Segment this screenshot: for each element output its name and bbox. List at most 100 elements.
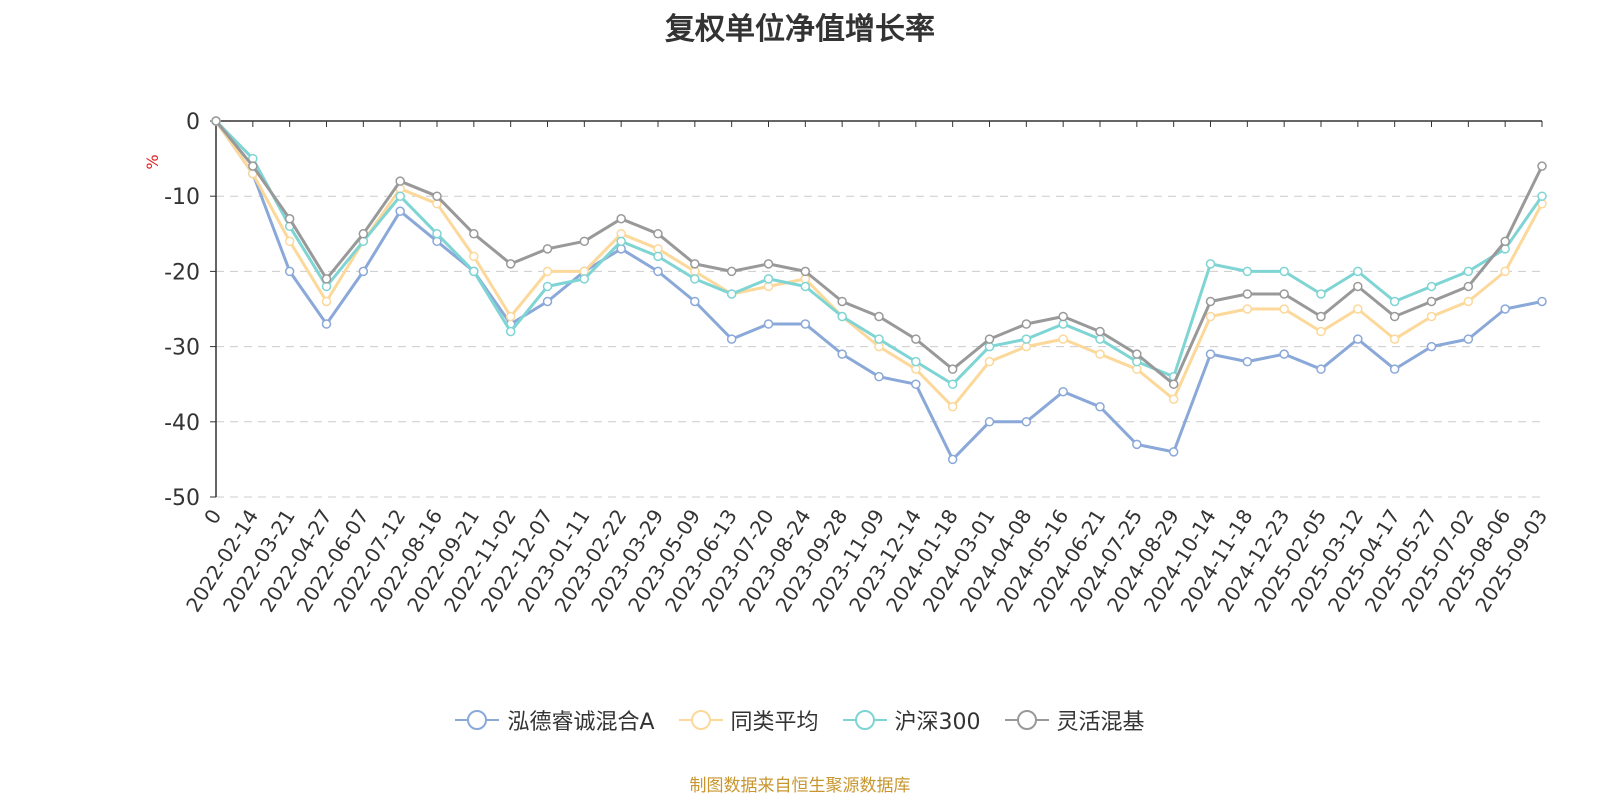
series-3-point xyxy=(1058,311,1068,322)
series-0-point xyxy=(911,379,921,389)
y-tick-label: -40 xyxy=(164,411,200,436)
series-0-point xyxy=(947,454,958,465)
legend-marker-icon xyxy=(678,710,723,730)
series-0-point xyxy=(1353,334,1363,344)
y-tick-label: -30 xyxy=(164,336,200,361)
series-0-point xyxy=(1168,447,1179,457)
series-3-point xyxy=(284,214,295,224)
series-0-point xyxy=(358,266,369,277)
y-tick-label: -20 xyxy=(164,260,200,285)
series-1-point xyxy=(1058,334,1068,344)
chart-title: 复权单位净值增长率 xyxy=(665,12,935,47)
y-axis-label: % xyxy=(143,154,162,169)
series-0-point xyxy=(726,334,737,344)
series-3-point xyxy=(1463,281,1474,292)
series-3-point xyxy=(248,161,258,171)
series-2-point xyxy=(505,326,516,337)
series-3-point xyxy=(579,236,590,247)
series-1-point xyxy=(1426,311,1437,322)
series-3-point xyxy=(1316,311,1326,322)
legend-label: 同类平均 xyxy=(730,710,819,735)
series-line-1 xyxy=(214,120,1544,409)
series-2-point xyxy=(690,274,700,284)
legend-label: 灵活混基 xyxy=(1056,710,1145,735)
series-3-point xyxy=(837,296,847,307)
y-tick-label: -50 xyxy=(164,486,200,511)
series-3-point xyxy=(211,116,221,126)
series-2-point xyxy=(469,266,479,277)
series-3-point xyxy=(505,259,516,269)
legend-marker-icon xyxy=(455,710,500,730)
series-3-point xyxy=(1095,326,1105,337)
series-3-point xyxy=(1242,289,1253,299)
legend-item-series-3[interactable]: 灵活混基 xyxy=(1004,704,1145,736)
series-1-point xyxy=(1389,334,1400,344)
series-1-point xyxy=(469,251,479,262)
series-2-point xyxy=(1242,266,1253,277)
series-1-point xyxy=(321,296,332,307)
series-3-point xyxy=(947,364,958,374)
series-3-point xyxy=(1021,319,1032,329)
series-3-point xyxy=(1168,379,1179,389)
series-0-point xyxy=(1279,349,1289,359)
series-0-point xyxy=(1389,364,1400,374)
series-0-point xyxy=(1463,334,1474,344)
legend-marker-icon xyxy=(1004,710,1049,730)
series-0-point xyxy=(690,296,700,307)
series-3-point xyxy=(542,244,553,254)
series-3-point xyxy=(1132,349,1142,359)
series-3-point xyxy=(358,229,369,239)
series-3-point xyxy=(874,311,884,322)
series-0-point xyxy=(395,206,405,216)
series-3-point xyxy=(432,191,442,201)
series-3-point xyxy=(616,214,626,224)
series-2-point xyxy=(874,334,884,344)
series-0-point xyxy=(542,296,553,307)
series-1-point xyxy=(1353,304,1363,314)
series-3-point xyxy=(653,229,663,239)
series-2-point xyxy=(395,191,405,201)
series-0-point xyxy=(1132,439,1142,450)
chart-legend: 泓德睿诚混合A 同类平均 沪深300 灵活混基 xyxy=(0,704,1600,736)
series-0-point xyxy=(1500,304,1510,314)
series-2-point xyxy=(1537,191,1547,201)
series-0-point xyxy=(984,417,995,427)
series-2-point xyxy=(800,281,811,292)
series-1-point xyxy=(984,356,995,367)
series-2-point xyxy=(653,251,663,262)
series-2-point xyxy=(1279,266,1289,277)
legend-item-series-2[interactable]: 沪深300 xyxy=(842,704,981,736)
series-0-point xyxy=(1537,296,1547,307)
series-3-point xyxy=(395,176,405,186)
series-3-point xyxy=(911,334,921,344)
series-0-point xyxy=(1058,386,1068,397)
series-2-point xyxy=(947,379,958,389)
series-2-point xyxy=(1389,296,1400,307)
legend-marker-icon xyxy=(842,710,887,730)
legend-item-series-1[interactable]: 同类平均 xyxy=(678,704,819,736)
legend-item-series-0[interactable]: 泓德睿诚混合A xyxy=(455,704,655,736)
series-0-point xyxy=(1021,417,1032,427)
series-1-point xyxy=(1500,266,1510,277)
series-1-point xyxy=(542,266,553,277)
x-tick-label: 0 xyxy=(199,505,226,529)
series-2-point xyxy=(1426,281,1437,292)
series-2-point xyxy=(1205,259,1216,269)
series-1-point xyxy=(1279,304,1289,314)
series-2-point xyxy=(726,289,737,299)
series-3-point xyxy=(1389,311,1400,322)
series-2-point xyxy=(1463,266,1474,277)
series-3-point xyxy=(469,229,479,239)
series-0-point xyxy=(800,319,811,329)
series-3-point xyxy=(321,274,332,284)
series-1-point xyxy=(947,402,958,412)
series-2-point xyxy=(837,311,847,322)
series-0-point xyxy=(284,266,295,277)
series-3-point xyxy=(984,334,995,344)
series-3-point xyxy=(1205,296,1216,307)
series-1-point xyxy=(1316,326,1326,337)
series-1-point xyxy=(1205,311,1216,322)
data-source-note: 制图数据来自恒生聚源数据库 xyxy=(689,776,911,796)
series-3-point xyxy=(800,266,811,277)
series-0-point xyxy=(1242,356,1253,367)
